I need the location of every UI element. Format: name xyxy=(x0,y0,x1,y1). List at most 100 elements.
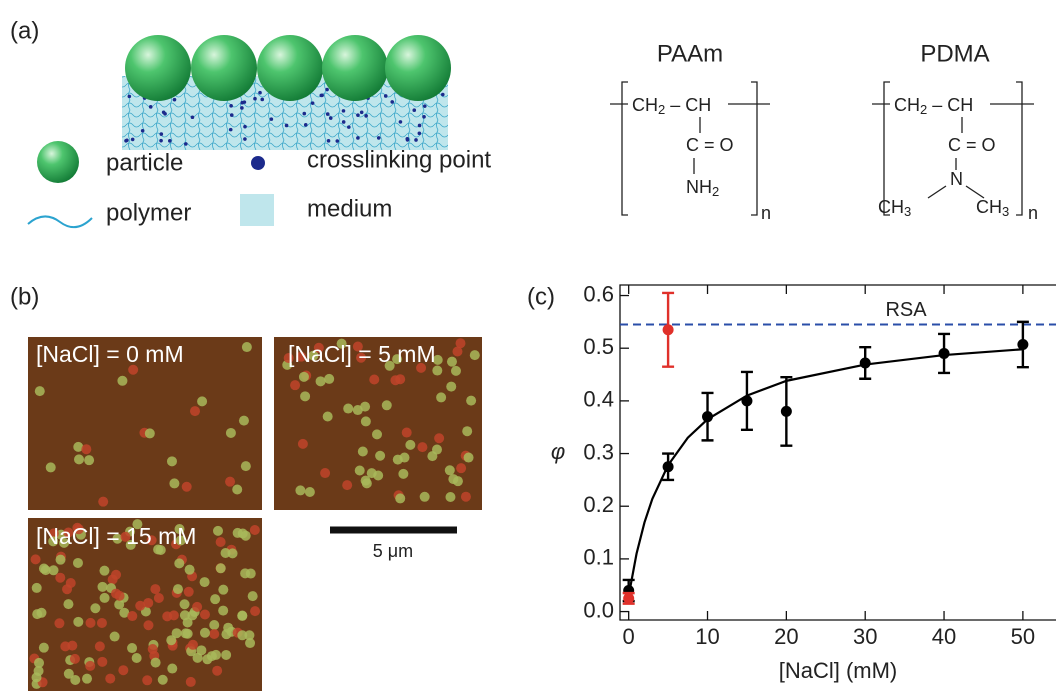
micro-particle xyxy=(190,406,200,416)
micro-particle xyxy=(382,400,392,410)
micro-particle xyxy=(117,376,127,386)
micro-particle xyxy=(167,664,177,674)
micro-particle xyxy=(193,653,203,663)
micro-particle xyxy=(295,485,305,495)
micro-particle xyxy=(154,593,164,603)
crosslink xyxy=(311,101,315,105)
micro-particle xyxy=(216,537,226,547)
crosslink xyxy=(364,114,368,118)
schematic: particle crosslinking point polymer medi… xyxy=(28,35,491,227)
micro-particle xyxy=(200,610,210,620)
atom: CH xyxy=(947,95,973,115)
micro-particle xyxy=(372,429,382,439)
x-tick-label: 0 xyxy=(623,624,635,649)
micro-particle xyxy=(99,566,109,576)
crosslink xyxy=(325,88,329,92)
micro-particle xyxy=(151,658,161,668)
micro-particle xyxy=(60,641,70,651)
y-tick-label: 0.2 xyxy=(583,492,614,517)
crosslink xyxy=(399,120,403,124)
micro-particle xyxy=(200,628,210,638)
legend-particle xyxy=(37,141,79,183)
micro-particle xyxy=(127,643,137,653)
structure-paam: PAAm CH2 – CH C = O NH2 n xyxy=(610,40,771,222)
micro-particle xyxy=(466,396,476,406)
y-tick-label: 0.5 xyxy=(583,334,614,359)
micro-particle xyxy=(456,463,466,473)
micro-particle xyxy=(145,428,155,438)
x-tick-label: 30 xyxy=(853,624,877,649)
legend-label: crosslinking point xyxy=(307,146,491,173)
micro-particle xyxy=(186,677,196,687)
micro-particle xyxy=(427,451,437,461)
micro-particle xyxy=(250,525,260,535)
micro-particle xyxy=(445,492,455,502)
micro-particle xyxy=(39,564,49,574)
formula: CH3 xyxy=(878,197,911,220)
crosslink xyxy=(160,132,164,136)
micro-particle xyxy=(225,477,235,487)
micro-particle xyxy=(445,465,455,475)
crosslink xyxy=(418,124,422,128)
y-tick-label: 0.1 xyxy=(583,545,614,570)
micro-particle xyxy=(70,654,80,664)
micro-particle xyxy=(56,555,66,565)
carbonyl: C = O xyxy=(686,135,734,155)
fit-curve xyxy=(629,349,1023,596)
micro-particle xyxy=(398,469,408,479)
micro-particle xyxy=(210,594,220,604)
crosslink xyxy=(356,113,360,117)
subscript: 2 xyxy=(712,184,719,199)
micro-particle xyxy=(200,577,210,587)
data-point xyxy=(663,461,674,472)
crosslink xyxy=(253,97,257,101)
micro-particle xyxy=(358,446,368,456)
subscript: 2 xyxy=(658,102,665,117)
micro-particle xyxy=(250,606,260,616)
micro-particle xyxy=(453,476,463,486)
micro-particle xyxy=(95,641,105,651)
data-point xyxy=(741,395,752,406)
micro-particle xyxy=(172,628,182,638)
micro-particle xyxy=(405,440,415,450)
micro-particle xyxy=(470,350,480,360)
crosslink xyxy=(327,139,331,143)
micro-particle xyxy=(447,357,457,367)
micro-particle xyxy=(417,442,427,452)
data-point xyxy=(702,411,713,422)
crosslink xyxy=(243,137,247,141)
crosslink xyxy=(304,123,308,127)
crosslink xyxy=(285,124,289,128)
micro-particle xyxy=(209,629,219,639)
micro-particle xyxy=(32,583,42,593)
crosslink xyxy=(258,91,262,95)
micro-particle xyxy=(110,632,120,642)
micro-particle xyxy=(174,558,184,568)
micro-particle xyxy=(290,380,300,390)
micro-particle xyxy=(192,602,202,612)
micro-particle xyxy=(367,468,377,478)
crosslink xyxy=(243,125,247,129)
micrograph-label: [NaCl] = 5 mM xyxy=(288,341,436,367)
particle xyxy=(322,35,388,101)
micro-particle xyxy=(402,428,412,438)
micro-particle xyxy=(180,599,190,609)
micro-particle xyxy=(32,672,42,682)
structure-name: PDMA xyxy=(920,40,989,67)
data-point xyxy=(663,324,674,335)
micro-particle xyxy=(361,416,371,426)
micro-particle xyxy=(446,382,456,392)
crosslink xyxy=(329,116,333,120)
crosslink xyxy=(342,120,346,124)
micro-particle xyxy=(299,372,309,382)
micro-particle xyxy=(213,526,223,536)
micro-particle xyxy=(298,439,308,449)
micro-particle xyxy=(32,609,42,619)
crosslink xyxy=(125,138,129,142)
crosslink xyxy=(422,115,426,119)
micro-particle xyxy=(239,416,249,426)
reference-label: RSA xyxy=(885,299,927,321)
crosslink xyxy=(418,131,422,135)
atom: CH xyxy=(976,197,1002,217)
micrograph-label: [NaCl] = 15 mM xyxy=(36,523,196,549)
